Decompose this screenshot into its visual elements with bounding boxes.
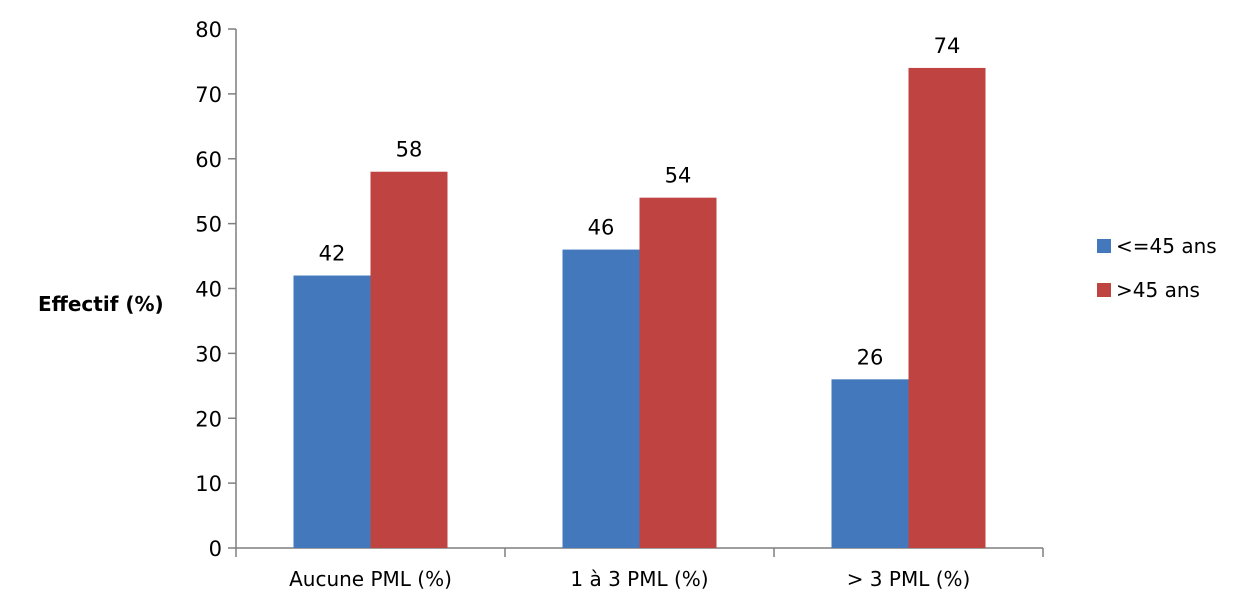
bar-value-label: 46 bbox=[588, 216, 615, 240]
x-category-label: Aucune PML (%) bbox=[289, 567, 452, 591]
x-axis-ticks: Aucune PML (%) 1 à 3 PML (%) > 3 PML (%) bbox=[235, 548, 1044, 591]
y-axis-label: Effectif (%) bbox=[38, 292, 164, 316]
legend-label: >45 ans bbox=[1116, 278, 1200, 302]
bar-series-group bbox=[293, 67, 986, 549]
bar-value-label: 58 bbox=[396, 138, 423, 162]
y-tick-label: 40 bbox=[195, 278, 222, 302]
y-tick-label: 0 bbox=[209, 537, 222, 561]
y-tick-label: 10 bbox=[195, 472, 222, 496]
y-tick-label: 30 bbox=[195, 342, 222, 366]
bar-value-label: 42 bbox=[319, 242, 346, 266]
bar bbox=[831, 379, 909, 548]
bar bbox=[370, 171, 448, 548]
y-tick-label: 50 bbox=[195, 213, 222, 237]
y-tick-label: 70 bbox=[195, 83, 222, 107]
bar-value-label: 26 bbox=[857, 345, 884, 369]
y-tick-label: 20 bbox=[195, 407, 222, 431]
bar-value-label: 74 bbox=[934, 34, 961, 58]
x-category-label: 1 à 3 PML (%) bbox=[570, 567, 708, 591]
legend-swatch bbox=[1097, 239, 1111, 253]
y-tick-label: 60 bbox=[195, 148, 222, 172]
y-tick-label: 80 bbox=[195, 18, 222, 42]
bar bbox=[639, 197, 717, 549]
bar bbox=[562, 249, 640, 548]
legend-swatch bbox=[1097, 283, 1111, 297]
bar bbox=[908, 67, 986, 549]
x-category-label: > 3 PML (%) bbox=[847, 567, 971, 591]
bar-value-label: 54 bbox=[665, 164, 692, 188]
y-axis-ticks: 0 10 20 30 40 50 60 70 80 bbox=[195, 18, 236, 561]
legend: <=45 ans >45 ans bbox=[1097, 234, 1217, 302]
legend-label: <=45 ans bbox=[1116, 234, 1217, 258]
data-labels: 42 46 26 58 54 74 bbox=[319, 34, 961, 369]
bar bbox=[293, 275, 371, 548]
